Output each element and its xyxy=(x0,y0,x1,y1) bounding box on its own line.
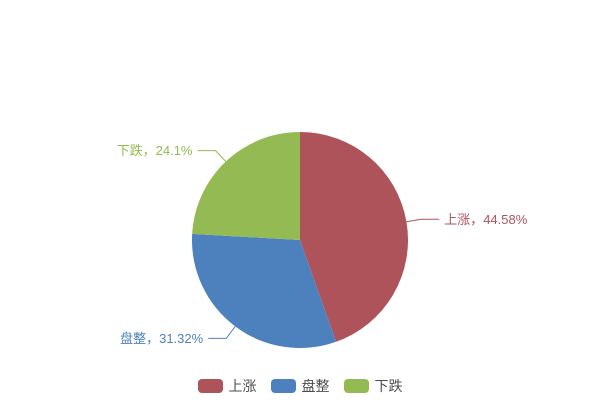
legend-swatch-rise xyxy=(197,379,223,393)
legend-label-decline: 下跌 xyxy=(374,378,403,394)
label-line-rise xyxy=(406,218,440,223)
legend-swatch-sideways xyxy=(270,379,296,393)
legend-label-rise: 上涨 xyxy=(228,378,257,394)
legend-item-sideways[interactable]: 盘整 xyxy=(270,378,330,394)
slice-label-sideways: 盘整，31.32% xyxy=(120,331,204,346)
slice-label-rise: 上涨，44.58% xyxy=(444,212,528,227)
pie-slice-rise[interactable] xyxy=(300,132,409,342)
label-line-sideways xyxy=(208,326,236,339)
pie-slice-decline[interactable] xyxy=(192,131,300,240)
legend-swatch-decline xyxy=(343,379,369,393)
label-line-decline xyxy=(197,150,227,162)
pie-slice-sideways[interactable] xyxy=(191,233,337,349)
legend: 上涨 盘整 下跌 xyxy=(0,375,600,397)
legend-item-decline[interactable]: 下跌 xyxy=(343,378,403,394)
legend-label-sideways: 盘整 xyxy=(301,378,330,394)
slice-label-decline: 下跌，24.1% xyxy=(117,143,193,158)
legend-item-rise[interactable]: 上涨 xyxy=(197,378,257,394)
